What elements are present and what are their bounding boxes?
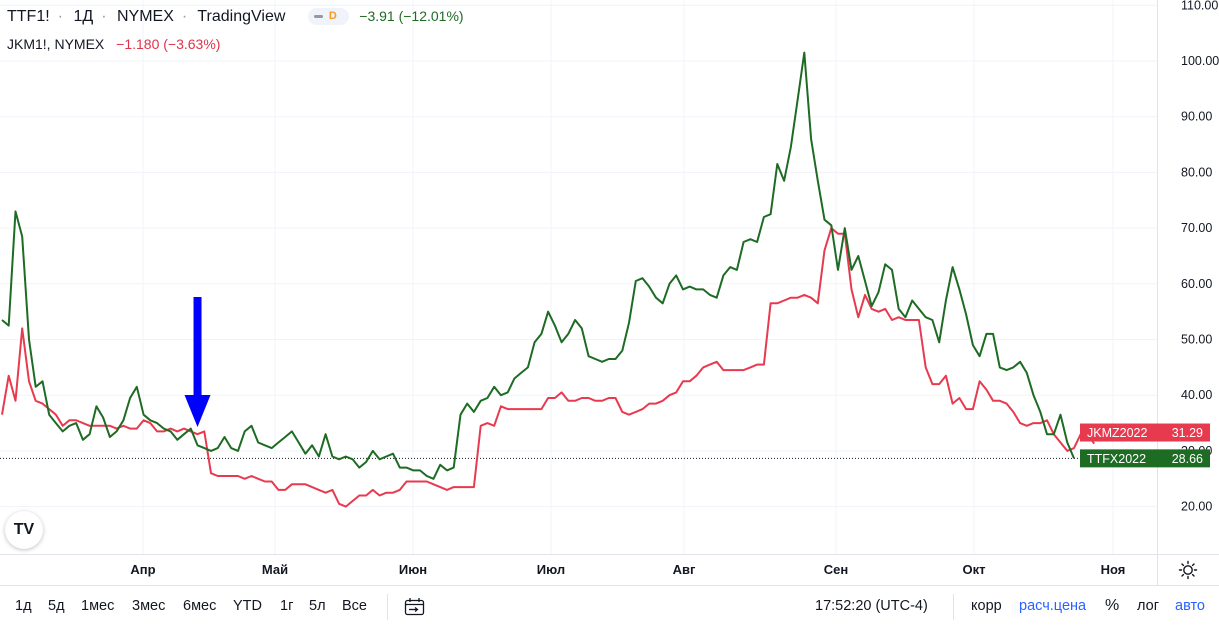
range-1y-button[interactable]: 1г [280, 598, 294, 614]
price-label-value: 31.29 [1172, 426, 1203, 440]
log-toggle[interactable]: лог [1137, 598, 1159, 614]
range-1d-button[interactable]: 1д [15, 598, 32, 614]
y-tick-label: 20.00 [1181, 500, 1212, 514]
series-line-jkm1[interactable] [1, 227, 1096, 508]
clock-time[interactable]: 17:52:20 (UTC-4) [815, 598, 928, 614]
compare-symbol[interactable]: JKM1!, NYMEX [7, 36, 105, 52]
y-tick-label: 60.00 [1181, 277, 1212, 291]
price-label-name: JKMZ2022 [1087, 426, 1147, 440]
compare-legend: JKM1!, NYMEX −1.180 (−3.63%) [7, 36, 220, 52]
x-tick-label: Авг [673, 562, 696, 577]
range-1m-button[interactable]: 1мес [81, 598, 115, 614]
settings-gear-icon[interactable] [1178, 560, 1198, 580]
price-label-ttf: TTFX2022 28.66 [1080, 449, 1210, 468]
x-tick-label: Окт [963, 562, 986, 577]
price-label-name: TTFX2022 [1087, 452, 1146, 466]
x-tick-label: Июн [399, 562, 427, 577]
percent-toggle[interactable]: % [1105, 597, 1120, 614]
range-ytd-button[interactable]: YTD [233, 598, 262, 614]
bottom-toolbar: 1д 5д 1мес 3мес 6мес YTD 1г 5л Все 17:52… [0, 585, 1219, 628]
tradingview-logo[interactable]: TV [5, 511, 43, 549]
y-tick-label: 90.00 [1181, 110, 1212, 124]
price-chart[interactable]: 20.0030.0040.0050.0060.0070.0080.0090.00… [0, 0, 1219, 585]
jkm-change: −1.180 (−3.63%) [116, 36, 221, 52]
y-tick-label: 40.00 [1181, 388, 1212, 402]
y-tick-label: 80.00 [1181, 165, 1212, 179]
adjust-toggle[interactable]: корр [971, 598, 1002, 614]
ttf-change: −3.91 (−12.01%) [359, 8, 464, 24]
range-5y-button[interactable]: 5л [309, 598, 326, 614]
x-tick-label: Сен [824, 562, 848, 577]
x-tick-label: Ноя [1101, 562, 1126, 577]
status-badge[interactable]: D [307, 8, 349, 26]
chart-grid [0, 0, 1157, 554]
price-label-jkm: JKMZ2022 31.29 [1080, 423, 1210, 442]
y-tick-label: 70.00 [1181, 221, 1212, 235]
x-tick-label: Апр [130, 562, 155, 577]
price-label-value: 28.66 [1172, 452, 1203, 466]
source: TradingView [197, 8, 286, 25]
y-tick-label: 110.00 [1181, 0, 1218, 12]
range-3m-button[interactable]: 3мес [132, 598, 166, 614]
exchange: NYMEX [116, 8, 174, 25]
symbol-name[interactable]: TTF1! [7, 8, 50, 25]
x-tick-label: Май [262, 562, 288, 577]
y-tick-label: 100.00 [1181, 54, 1219, 68]
x-tick-label: Июл [537, 562, 565, 577]
range-all-button[interactable]: Все [342, 598, 367, 614]
range-6m-button[interactable]: 6мес [183, 598, 217, 614]
auto-toggle[interactable]: авто [1175, 598, 1205, 614]
annotation-down-arrow [184, 297, 211, 427]
range-5d-button[interactable]: 5д [48, 598, 65, 614]
series-line-ttf1[interactable] [1, 51, 1075, 480]
calendar-goto-icon[interactable] [404, 597, 426, 617]
settlement-toggle[interactable]: расч.цена [1019, 598, 1087, 614]
interval[interactable]: 1Д [73, 8, 94, 25]
y-tick-label: 50.00 [1181, 333, 1212, 347]
chart-header: TTF1! · 1Д · NYMEX · TradingView D −3.91 (−… [7, 8, 464, 26]
